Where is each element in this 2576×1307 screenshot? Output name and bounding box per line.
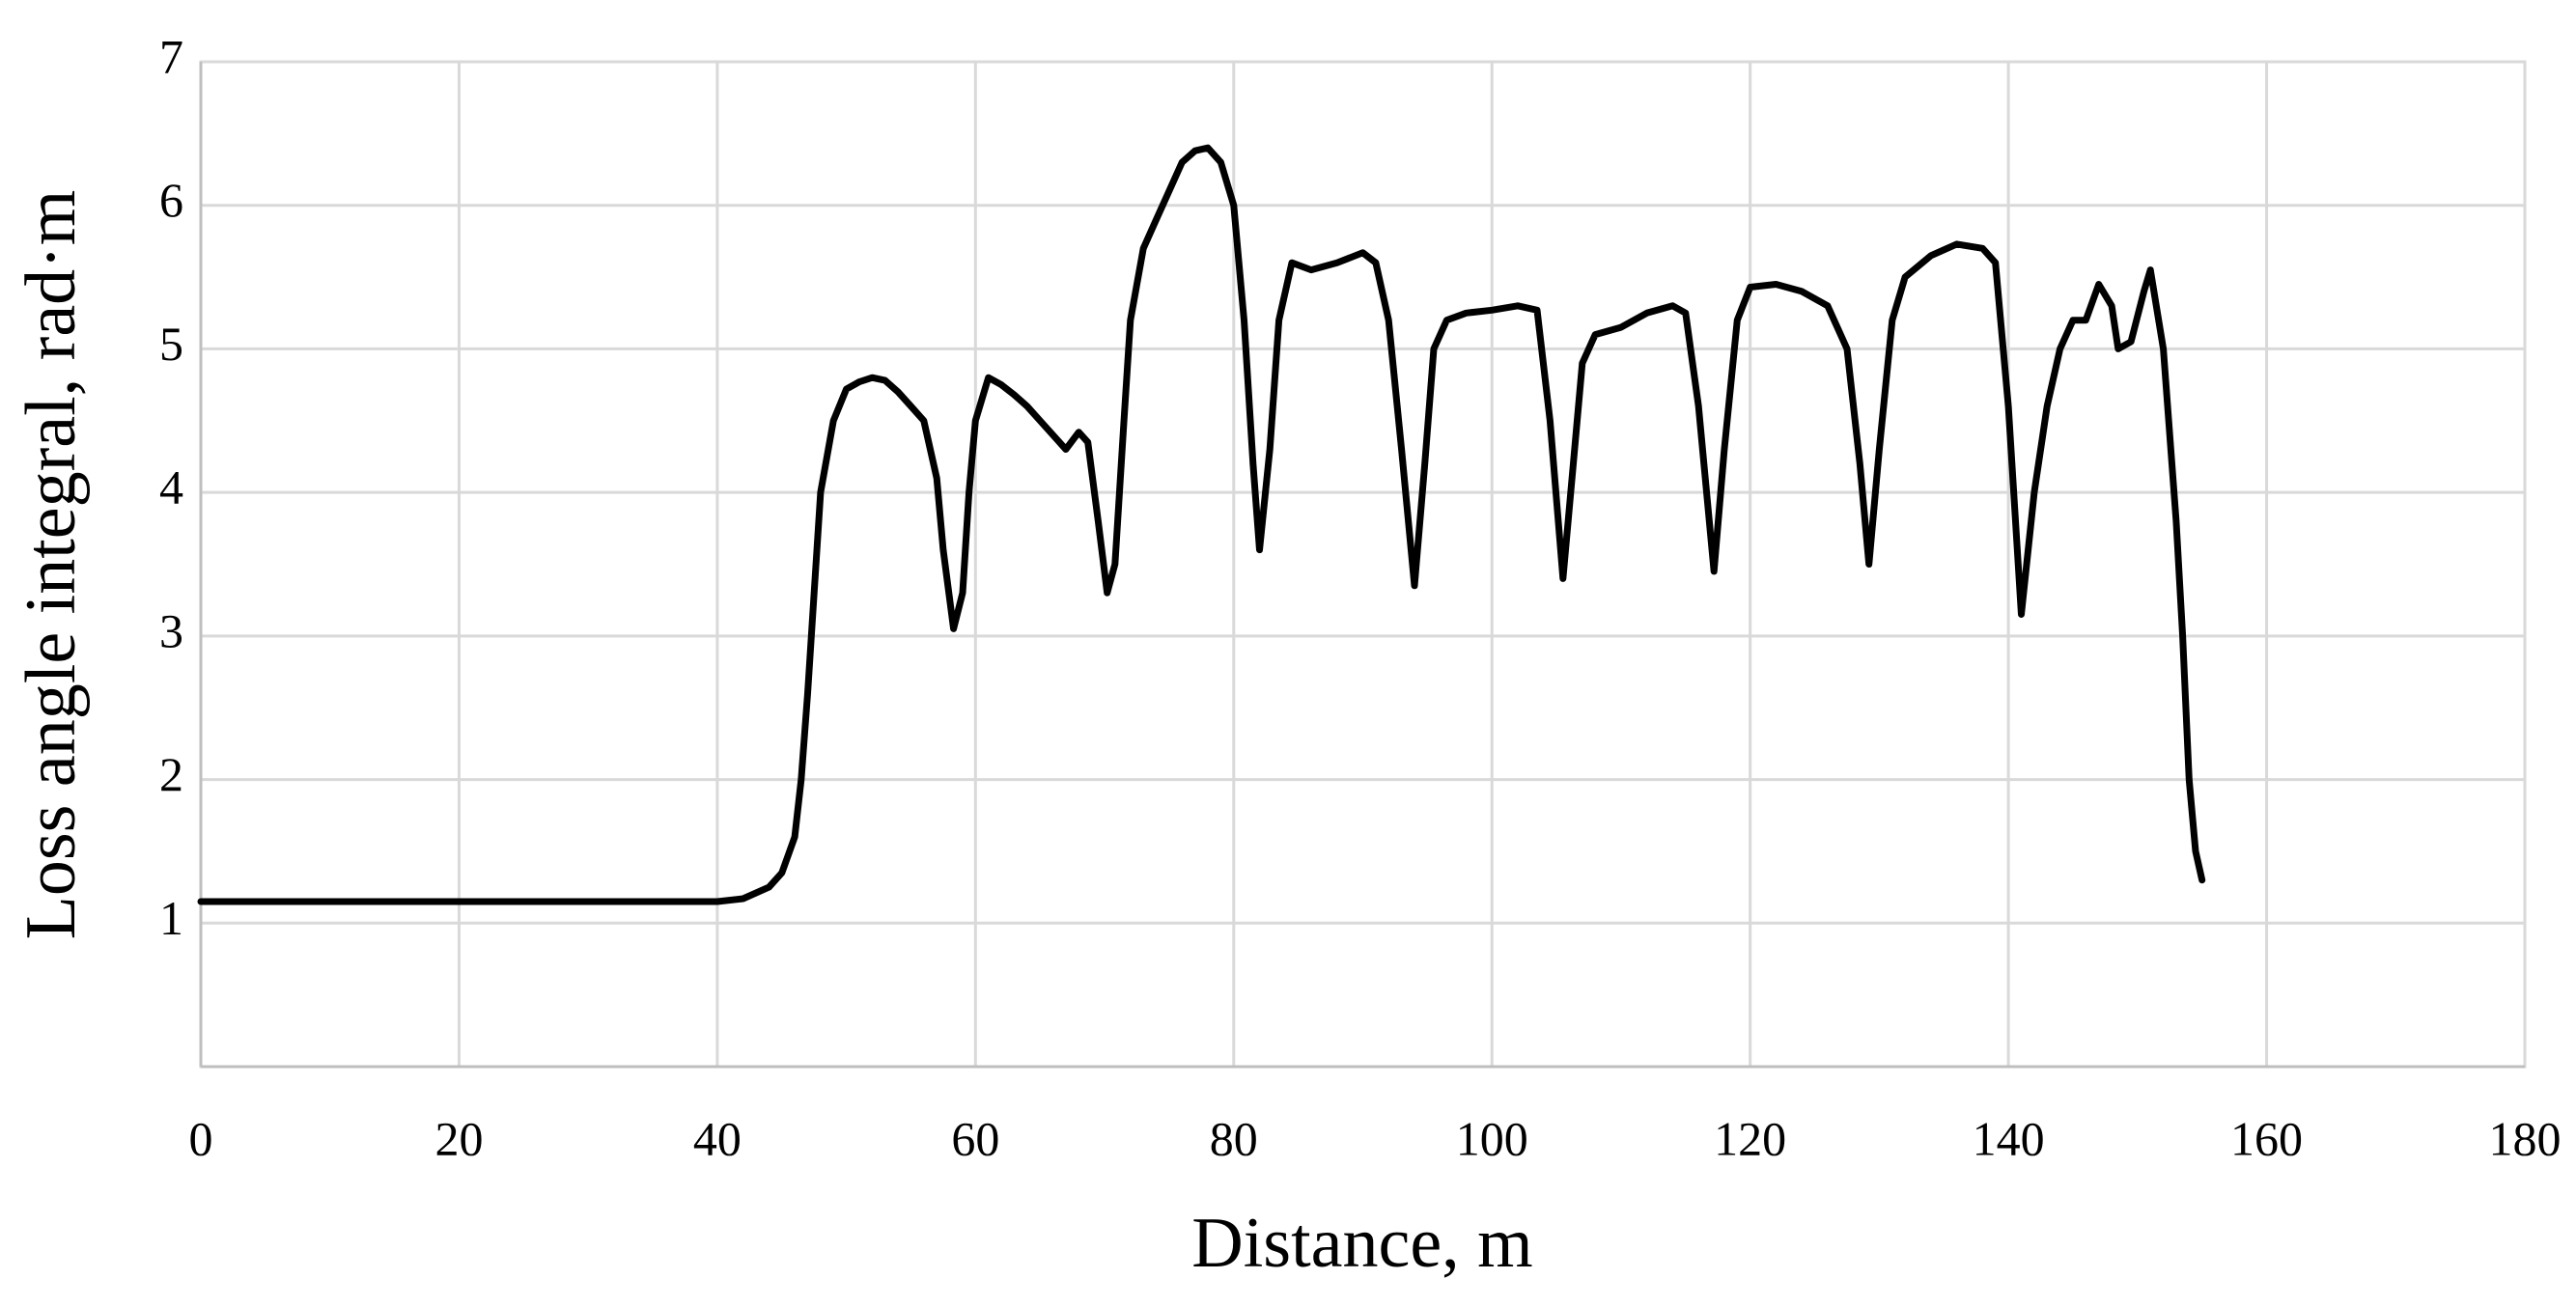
y-tick-label: 4 xyxy=(159,460,183,514)
x-tick-label: 140 xyxy=(1973,1111,2045,1165)
y-tick-label: 6 xyxy=(159,173,183,227)
x-tick-label: 180 xyxy=(2489,1111,2562,1165)
y-tick-label: 3 xyxy=(159,603,183,657)
y-tick-label: 5 xyxy=(159,317,183,371)
x-axis-title: Distance, m xyxy=(1191,1204,1532,1283)
y-tick-label: 2 xyxy=(159,747,183,801)
y-tick-label: 1 xyxy=(159,891,183,945)
x-tick-label: 20 xyxy=(434,1111,483,1165)
data-line xyxy=(197,144,2206,905)
x-tick-label: 40 xyxy=(693,1111,742,1165)
y-axis-title: Loss angle integral, rad·m xyxy=(12,190,91,940)
x-tick-label: 0 xyxy=(189,1111,213,1165)
x-tick-label: 60 xyxy=(951,1111,999,1165)
x-tick-label: 160 xyxy=(2230,1111,2303,1165)
x-tick-label: 100 xyxy=(1456,1111,1528,1165)
x-tick-label: 120 xyxy=(1714,1111,1786,1165)
x-tick-label: 80 xyxy=(1210,1111,1258,1165)
y-tick-label: 7 xyxy=(159,29,183,83)
